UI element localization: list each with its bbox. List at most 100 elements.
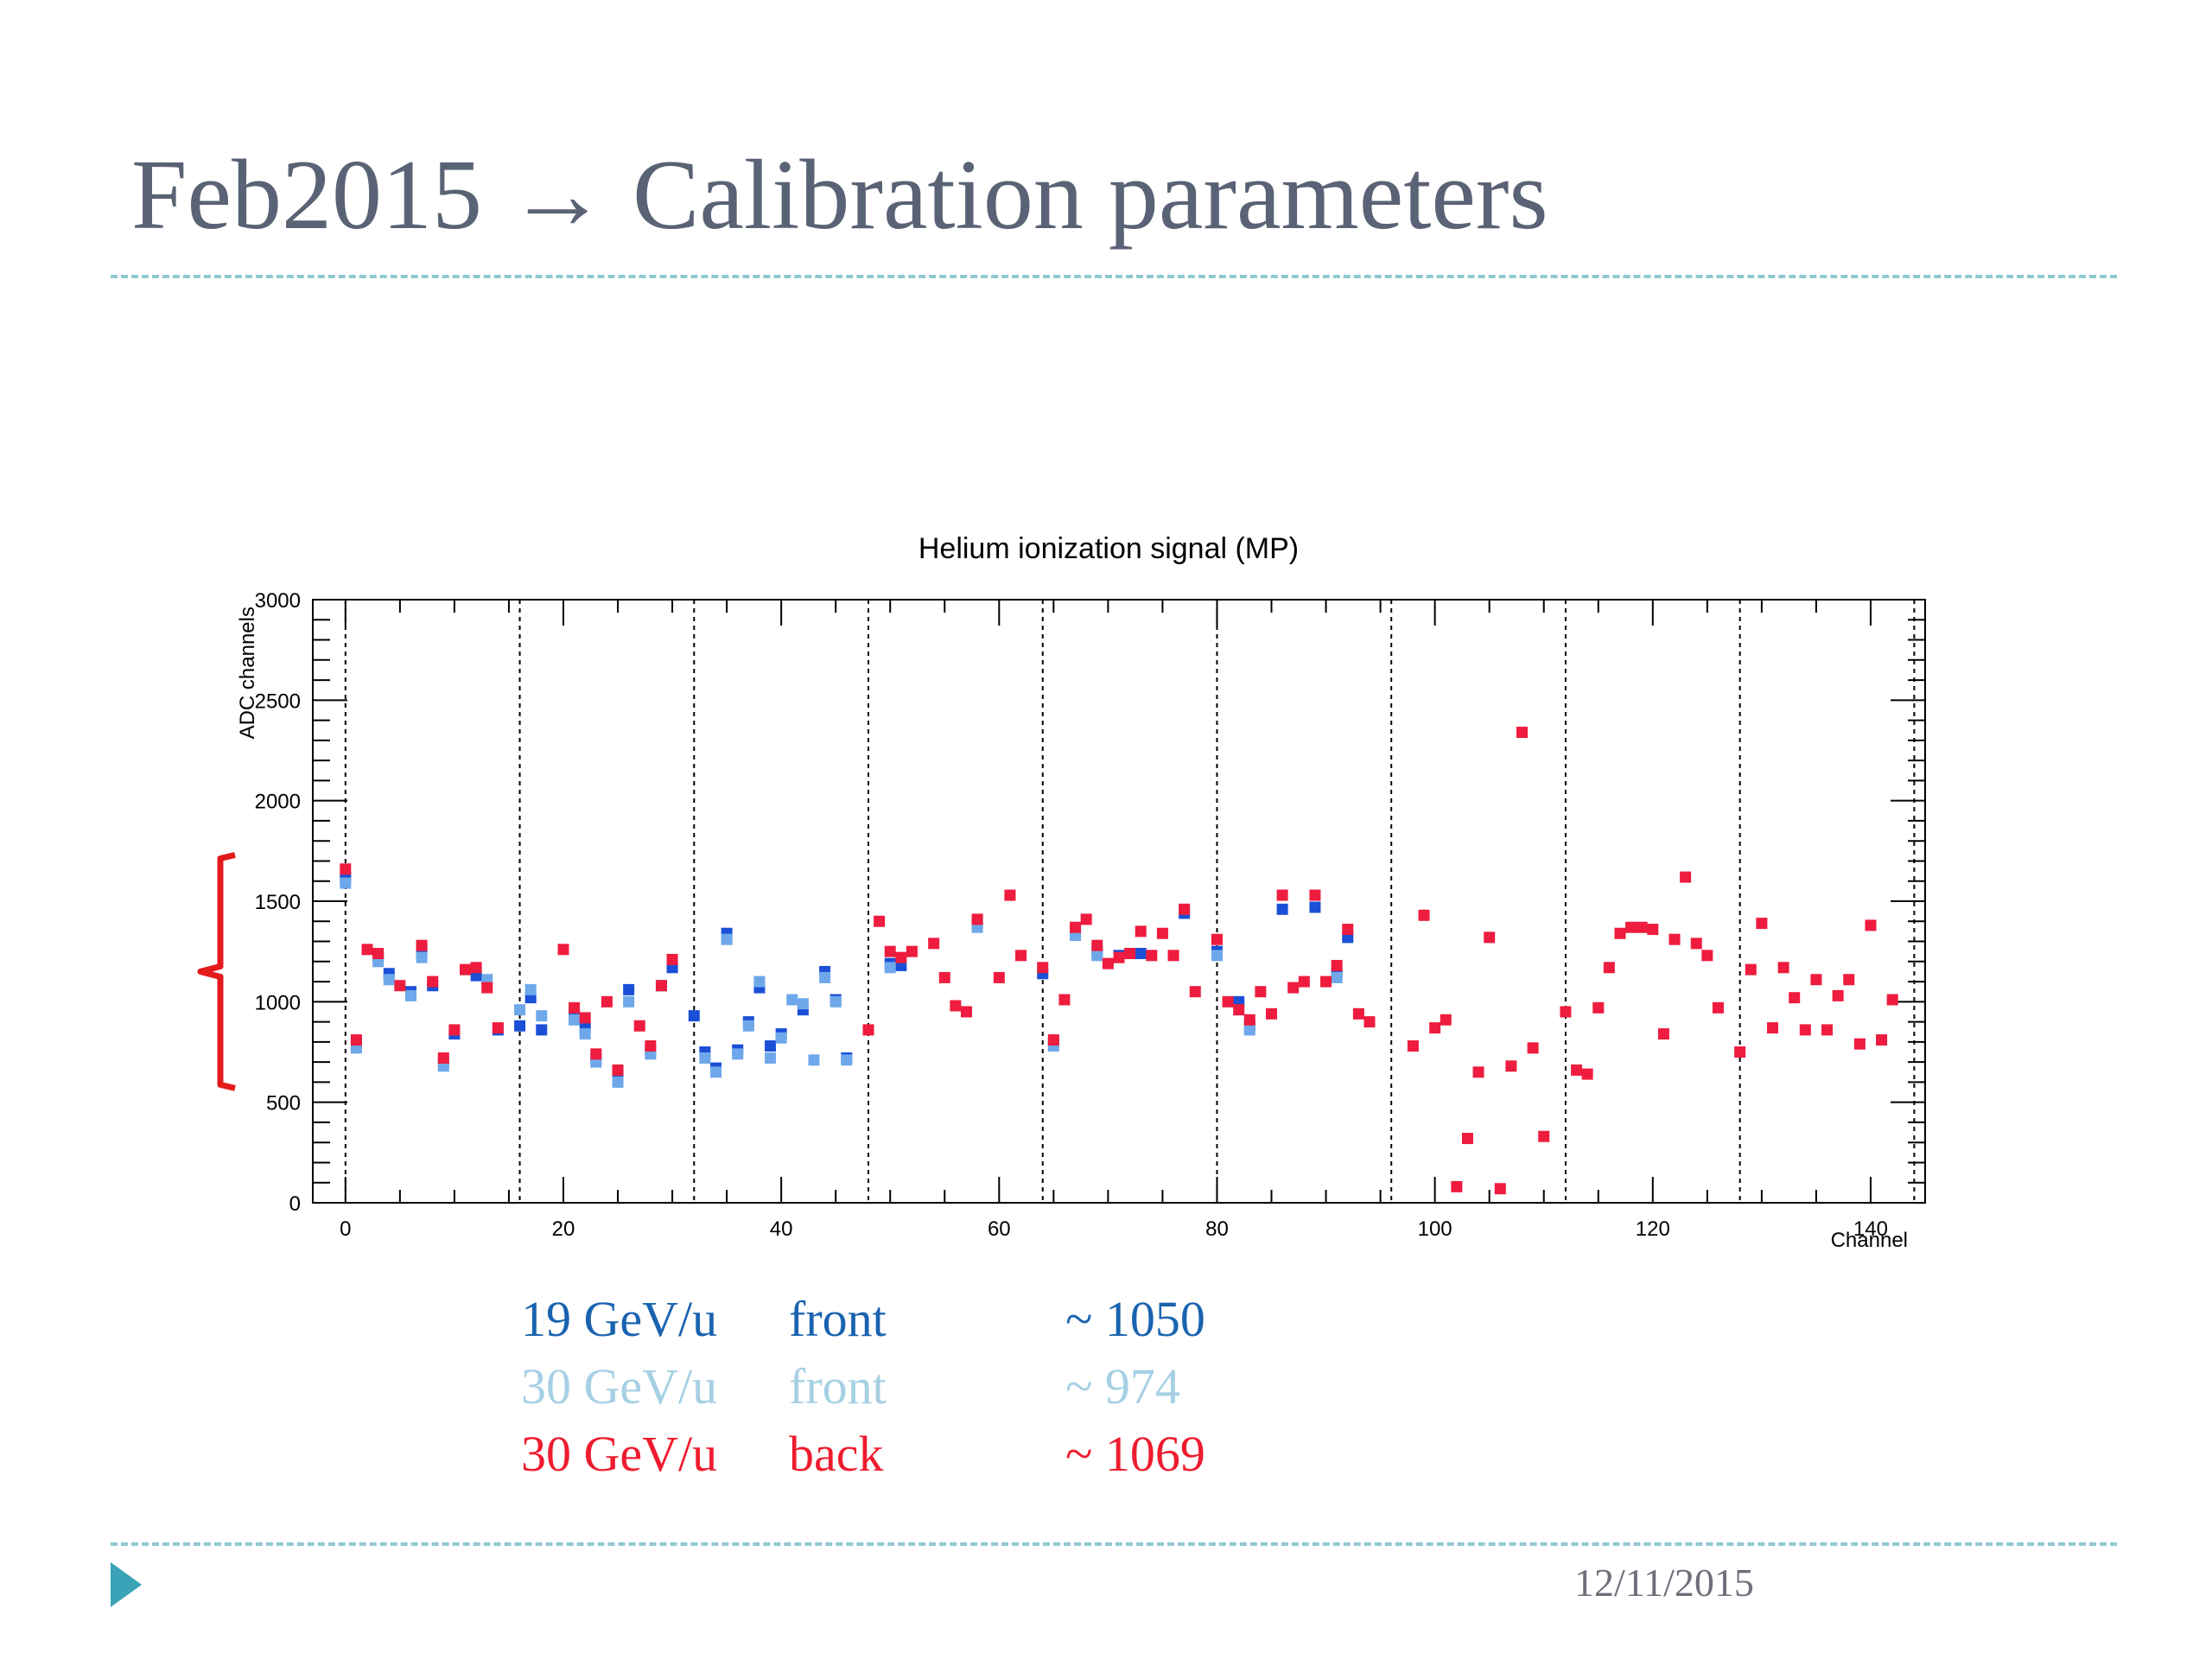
- data-point: [1135, 925, 1147, 938]
- data-point: [1766, 1022, 1778, 1034]
- data-point: [688, 1010, 700, 1022]
- y-axis-label: ADC channels: [236, 607, 259, 739]
- title-divider: [111, 275, 2117, 278]
- data-point: [340, 877, 352, 889]
- data-point: [372, 947, 385, 959]
- data-point: [1799, 1024, 1811, 1036]
- data-point: [1690, 938, 1702, 950]
- data-point: [1342, 924, 1354, 936]
- x-tick-label: 60: [988, 1217, 1011, 1241]
- data-point: [1484, 931, 1496, 944]
- data-point: [569, 1001, 581, 1014]
- data-point: [536, 1024, 548, 1036]
- data-point: [470, 962, 482, 974]
- data-point: [1167, 950, 1179, 962]
- data-point: [340, 863, 352, 875]
- data-point: [884, 962, 896, 974]
- data-point: [1189, 986, 1201, 998]
- data-point: [1865, 919, 1877, 931]
- data-point: [1440, 1014, 1452, 1026]
- y-tick-label: 0: [289, 1192, 301, 1216]
- data-point: [1571, 1064, 1583, 1076]
- data-point: [579, 1012, 591, 1024]
- data-point: [1734, 1046, 1746, 1058]
- legend-side-label: back: [789, 1426, 884, 1482]
- legend-beam-label: 30 GeV/u: [521, 1426, 718, 1482]
- data-point: [710, 1066, 721, 1078]
- data-point: [1233, 1004, 1245, 1016]
- data-point: [655, 980, 667, 992]
- data-point: [1832, 989, 1844, 1001]
- data-point: [1266, 1007, 1278, 1020]
- data-point: [960, 1006, 972, 1018]
- data-point: [623, 983, 635, 995]
- data-point: [514, 1004, 526, 1016]
- data-point: [623, 995, 635, 1007]
- data-point: [1080, 913, 1092, 925]
- data-point: [1047, 1034, 1059, 1046]
- data-point: [612, 1064, 624, 1076]
- data-point: [993, 971, 1005, 983]
- y-tick-label: 2000: [255, 791, 301, 814]
- y-tick-label: 500: [266, 1092, 301, 1116]
- data-point: [437, 1052, 449, 1064]
- footer-date: 12/11/2015: [1574, 1560, 1754, 1605]
- data-point: [427, 976, 439, 988]
- data-point: [601, 995, 613, 1007]
- legend-value: ~ 1050: [1065, 1291, 1205, 1347]
- footer-divider: [111, 1542, 2117, 1546]
- y-tick-label: 1500: [255, 891, 301, 914]
- x-tick-label: 0: [340, 1217, 351, 1241]
- data-point: [808, 1054, 820, 1066]
- data-point: [448, 1024, 461, 1036]
- data-point: [394, 980, 406, 992]
- data-point: [1712, 1001, 1724, 1014]
- legend-beam-label: 30 GeV/u: [521, 1358, 718, 1414]
- data-point: [350, 1034, 362, 1046]
- data-point: [1614, 927, 1626, 939]
- data-point: [841, 1054, 853, 1066]
- data-point: [699, 1052, 711, 1064]
- data-point: [633, 1020, 645, 1032]
- data-point: [819, 971, 831, 983]
- data-point: [1789, 992, 1801, 1004]
- data-point: [383, 974, 395, 986]
- legend-side-label: front: [789, 1358, 887, 1414]
- data-point: [1843, 974, 1855, 986]
- data-point: [1091, 939, 1103, 951]
- data-point: [1243, 1024, 1255, 1036]
- data-point: [1647, 924, 1659, 936]
- data-point: [1680, 871, 1692, 883]
- data-point: [1363, 1016, 1376, 1028]
- data-point: [569, 1014, 581, 1026]
- data-point: [1407, 1040, 1419, 1052]
- data-point: [1058, 994, 1071, 1006]
- data-point: [1070, 921, 1082, 933]
- data-point: [1113, 951, 1125, 963]
- legend-beam-label: 19 GeV/u: [521, 1291, 718, 1347]
- data-point: [1603, 962, 1615, 974]
- y-tick-label: 2500: [255, 690, 301, 713]
- data-point: [862, 1024, 874, 1036]
- range-bracket: [197, 852, 236, 1091]
- footer-triangle-icon: [111, 1562, 142, 1607]
- chart-title: Helium ionization signal (MP): [918, 532, 1299, 565]
- data-point: [742, 1020, 754, 1032]
- data-point: [1179, 903, 1191, 915]
- legend-value: ~ 974: [1065, 1358, 1180, 1414]
- x-tick-label: 140: [1853, 1217, 1888, 1241]
- data-point: [1876, 1034, 1888, 1046]
- data-point: [1309, 889, 1321, 901]
- data-point: [1527, 1042, 1539, 1054]
- data-point: [645, 1040, 657, 1052]
- plot-frame: [312, 599, 1926, 1204]
- data-point: [1451, 1180, 1463, 1192]
- x-axis-label: Channel: [1831, 1229, 1908, 1252]
- data-point: [416, 951, 428, 963]
- data-point: [1243, 1014, 1255, 1026]
- data-point: [1777, 962, 1789, 974]
- data-point: [1581, 1068, 1593, 1080]
- data-point: [721, 933, 733, 945]
- data-point: [1222, 995, 1234, 1007]
